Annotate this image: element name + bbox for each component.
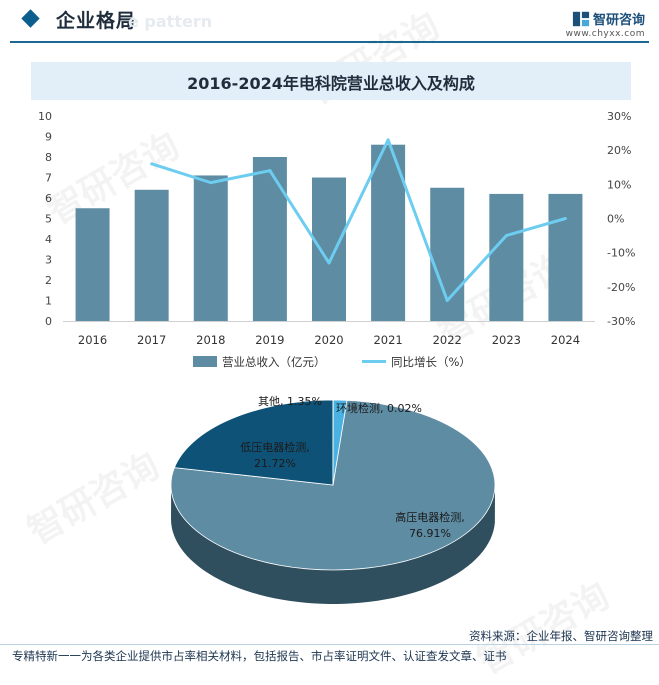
- y-left-tick-label: 5: [45, 213, 52, 226]
- y-left-tick-label: 4: [45, 233, 52, 246]
- pie-label-high: 高压电器检测,: [395, 510, 465, 524]
- x-tick-label: 2018: [196, 333, 225, 347]
- y-right-tick-label: -20%: [607, 281, 635, 294]
- bar: [76, 208, 110, 321]
- x-tick-label: 2020: [314, 333, 343, 347]
- x-tick-label: 2017: [137, 333, 166, 347]
- footer-divider: [0, 644, 659, 645]
- bar: [253, 157, 287, 321]
- brand-name: 智研咨询: [593, 9, 645, 28]
- y-left-tick-label: 3: [45, 254, 52, 267]
- growth-point: [446, 299, 449, 302]
- growth-point: [209, 181, 212, 184]
- growth-point: [564, 217, 567, 220]
- y-right-tick-label: 30%: [607, 110, 631, 123]
- y-left-tick-label: 6: [45, 192, 52, 205]
- x-tick-label: 2016: [78, 333, 107, 347]
- pie-label-other: 其他, 1.35%: [258, 395, 322, 408]
- x-tick-label: 2024: [551, 333, 580, 347]
- y-right-tick-label: 10%: [607, 178, 631, 191]
- y-left-tick-label: 10: [38, 110, 52, 123]
- brand-url: www.chyxx.com: [566, 29, 645, 39]
- footer-slogan: 专精特新一一为各类企业提供市占率相关材料，包括报告、市占率证明文件、认证查发文章…: [12, 648, 507, 664]
- bar: [194, 175, 228, 321]
- bar: [489, 194, 523, 321]
- x-tick-label: 2023: [492, 333, 521, 347]
- growth-point: [150, 162, 153, 165]
- chart-title-band: 2016-2024年电科院营业总收入及构成: [31, 62, 631, 100]
- pie-label-low-value: 21.72%: [254, 457, 296, 470]
- pie-label-high-value: 76.91%: [409, 527, 451, 540]
- bar: [548, 194, 582, 321]
- x-tick-label: 2021: [373, 333, 402, 347]
- legend-line-label: 同比增长（%）: [391, 355, 471, 369]
- y-right-tick-label: -10%: [607, 247, 635, 260]
- y-left-tick-label: 8: [45, 151, 52, 164]
- combo-chart: 0 1 2 3 4 5 6 7 8 9 10 -30% -20% -10% 0% 10% 20% 30% 2016 2…: [0, 100, 659, 380]
- legend-bar-label: 营业总收入（亿元）: [222, 355, 326, 369]
- y-right-tick-label: 0%: [607, 213, 624, 226]
- header-divider: [10, 41, 649, 43]
- diamond-icon: [21, 9, 39, 27]
- source-note: 资料来源：企业年报、智研咨询整理: [469, 628, 653, 644]
- section-title-shadow: e pattern: [128, 12, 212, 31]
- pie-label-low: 低压电器检测,: [240, 440, 310, 454]
- pie-chart: 高压电器检测, 76.91% 低压电器检测, 21.72% 其他, 1.35% 环境检测,…: [0, 385, 659, 625]
- section-title: 企业格局: [56, 6, 136, 33]
- pie-label-env: 环境检测, 0.02%: [336, 401, 422, 415]
- y-left-tick-label: 0: [45, 315, 52, 328]
- y-left-tick-label: 2: [45, 274, 52, 287]
- brand: 智研咨询 www.chyxx.com: [566, 8, 645, 39]
- y-left-tick-label: 9: [45, 131, 52, 144]
- page-header: 企业格局 e pattern 智研咨询 www.chyxx.com: [0, 0, 659, 44]
- chart-title: 2016-2024年电科院营业总收入及构成: [31, 70, 631, 94]
- growth-point: [268, 169, 271, 172]
- brand-logo-icon: [572, 10, 590, 28]
- y-right-tick-label: 20%: [607, 144, 631, 157]
- bar: [135, 190, 169, 321]
- bar: [312, 178, 346, 322]
- x-tick-label: 2022: [433, 333, 462, 347]
- growth-point: [505, 234, 508, 237]
- y-left-tick-label: 7: [45, 172, 52, 185]
- y-right-tick-label: -30%: [607, 315, 635, 328]
- legend-bar-swatch: [193, 356, 217, 367]
- x-tick-label: 2019: [255, 333, 284, 347]
- y-left-tick-label: 1: [45, 295, 52, 308]
- growth-point: [328, 261, 331, 264]
- growth-point: [387, 138, 390, 141]
